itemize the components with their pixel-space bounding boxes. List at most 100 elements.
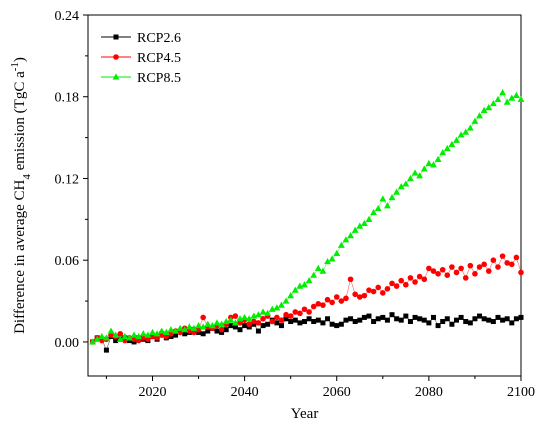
data-point bbox=[301, 306, 308, 313]
data-point bbox=[131, 336, 137, 343]
data-point bbox=[140, 335, 147, 341]
data-point bbox=[471, 117, 479, 124]
data-point bbox=[357, 317, 363, 323]
data-point bbox=[370, 208, 377, 216]
data-point bbox=[121, 332, 129, 340]
data-point bbox=[117, 330, 124, 337]
data-point bbox=[379, 195, 387, 202]
y-title-sub: 4 bbox=[21, 174, 33, 180]
x-tick-label: 2100 bbox=[507, 385, 535, 400]
legend-label: RCP2.6 bbox=[137, 31, 181, 46]
data-point bbox=[320, 302, 326, 308]
y-tick-label: 0.06 bbox=[55, 254, 80, 269]
data-point bbox=[149, 328, 156, 336]
data-point bbox=[208, 321, 216, 329]
data-point bbox=[361, 314, 367, 320]
data-point bbox=[292, 317, 298, 323]
data-point bbox=[301, 281, 308, 288]
data-point bbox=[407, 275, 414, 281]
data-point bbox=[394, 316, 400, 322]
data-point bbox=[371, 319, 377, 325]
data-point bbox=[260, 323, 266, 329]
data-point bbox=[195, 321, 202, 329]
data-point bbox=[426, 320, 432, 326]
data-point bbox=[320, 320, 326, 326]
data-point bbox=[476, 112, 483, 119]
data-point bbox=[302, 319, 307, 325]
data-point bbox=[144, 331, 152, 338]
data-point bbox=[328, 255, 336, 262]
data-point bbox=[490, 257, 497, 264]
data-point bbox=[384, 202, 391, 209]
data-point bbox=[449, 264, 455, 270]
data-point bbox=[242, 323, 248, 329]
data-point bbox=[472, 316, 478, 322]
data-point bbox=[509, 320, 515, 326]
data-point bbox=[481, 261, 487, 268]
data-point bbox=[513, 254, 520, 261]
y-tick-label: 0.24 bbox=[55, 9, 80, 24]
data-point bbox=[407, 174, 414, 182]
data-point bbox=[366, 287, 372, 293]
data-point bbox=[315, 317, 321, 323]
data-point bbox=[130, 331, 138, 338]
data-point bbox=[163, 333, 170, 340]
data-point bbox=[310, 271, 318, 278]
data-point bbox=[495, 314, 501, 320]
data-point bbox=[389, 280, 395, 287]
x-axis-title: Year bbox=[291, 406, 319, 422]
data-point bbox=[251, 318, 257, 325]
x-tick-label: 2040 bbox=[231, 385, 259, 400]
data-point bbox=[374, 204, 382, 212]
data-point bbox=[440, 319, 446, 325]
data-point bbox=[325, 316, 331, 322]
data-point bbox=[352, 319, 358, 325]
data-point bbox=[380, 314, 386, 320]
data-point bbox=[278, 301, 285, 308]
data-point bbox=[389, 312, 395, 318]
data-point bbox=[329, 321, 335, 327]
data-point bbox=[439, 148, 447, 156]
data-point bbox=[477, 313, 483, 319]
data-point bbox=[458, 265, 464, 272]
plot-frame bbox=[87, 14, 522, 377]
data-point bbox=[204, 320, 212, 327]
data-point bbox=[135, 332, 143, 340]
data-point bbox=[172, 327, 179, 334]
series-line-rcp85 bbox=[92, 91, 522, 343]
data-point bbox=[508, 94, 516, 101]
legend: RCP2.6 RCP4.5 RCP8.5 bbox=[101, 31, 181, 86]
data-point bbox=[274, 320, 280, 326]
data-point bbox=[443, 144, 451, 152]
data-point bbox=[337, 241, 345, 248]
data-point bbox=[283, 311, 289, 318]
data-point bbox=[393, 188, 401, 195]
data-point bbox=[397, 183, 405, 190]
data-point bbox=[494, 95, 502, 103]
data-point bbox=[375, 284, 382, 291]
data-point bbox=[366, 313, 372, 319]
y-title-suffix: ) bbox=[12, 57, 28, 62]
data-point bbox=[457, 131, 465, 138]
data-point bbox=[287, 313, 294, 319]
data-point bbox=[485, 268, 492, 274]
data-point bbox=[403, 281, 409, 288]
legend-marker bbox=[113, 34, 119, 40]
data-point bbox=[264, 309, 272, 316]
data-point bbox=[342, 236, 350, 243]
data-point bbox=[103, 334, 110, 341]
data-point bbox=[139, 330, 147, 337]
data-point bbox=[508, 261, 515, 268]
data-point bbox=[173, 332, 179, 338]
data-point bbox=[116, 335, 124, 342]
data-point bbox=[518, 314, 524, 320]
legend-item: RCP4.5 bbox=[101, 51, 181, 66]
data-point bbox=[333, 294, 340, 300]
data-point bbox=[126, 334, 133, 341]
data-point bbox=[434, 155, 442, 162]
data-point bbox=[255, 328, 261, 334]
data-point bbox=[311, 319, 317, 325]
data-point bbox=[375, 316, 381, 322]
y-title-middle: emission (TgC a bbox=[12, 71, 28, 174]
data-point bbox=[398, 277, 405, 284]
